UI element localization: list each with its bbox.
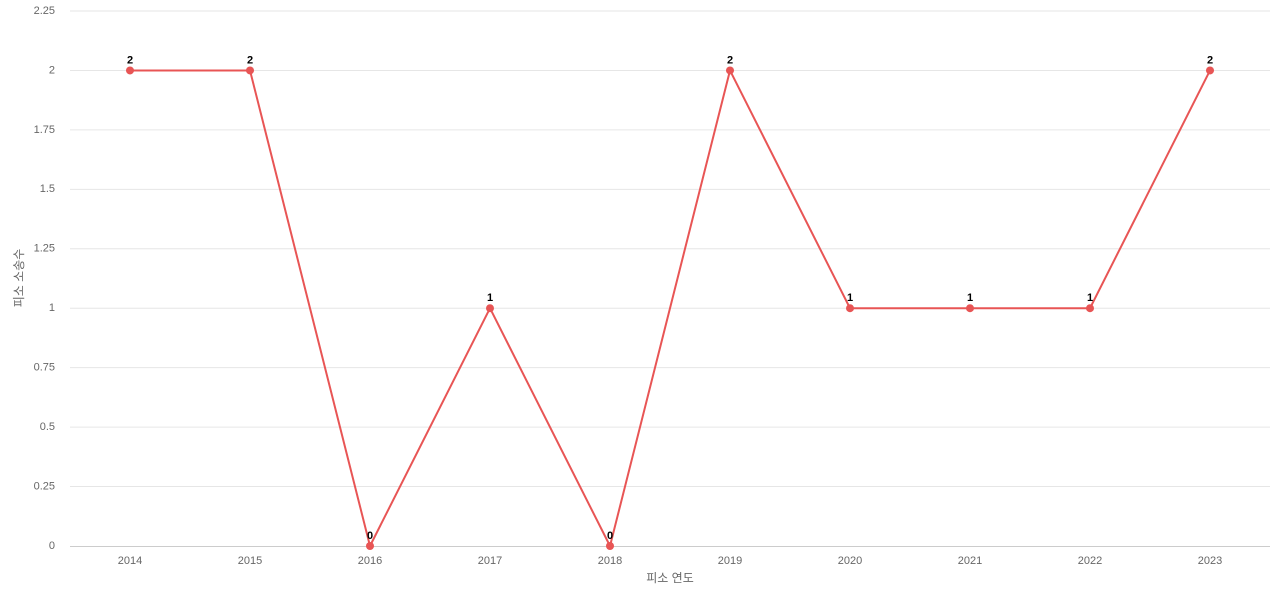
- y-tick-label: 0: [49, 540, 55, 552]
- x-tick-label: 2019: [718, 555, 742, 567]
- data-label: 1: [1087, 292, 1093, 304]
- data-label: 0: [607, 530, 613, 542]
- y-tick-label: 1.75: [34, 124, 55, 136]
- data-label: 0: [367, 530, 373, 542]
- point: [726, 66, 734, 75]
- y-tick-label: 1.25: [34, 243, 55, 255]
- x-tick-label: 2017: [478, 555, 502, 567]
- point: [486, 304, 494, 313]
- point: [1086, 304, 1094, 313]
- point: [846, 304, 854, 313]
- data-label: 2: [127, 54, 133, 66]
- data-label: 2: [727, 54, 733, 66]
- point: [126, 66, 134, 75]
- point: [246, 66, 254, 75]
- x-tick-label: 2022: [1078, 555, 1102, 567]
- y-tick-label: 2: [49, 64, 55, 76]
- data-label: 1: [967, 292, 973, 304]
- x-tick-label: 2023: [1198, 555, 1222, 567]
- x-tick-label: 2020: [838, 555, 862, 567]
- x-tick-label: 2016: [358, 555, 382, 567]
- y-tick-label: 1.5: [40, 183, 55, 195]
- data-label: 2: [1207, 54, 1213, 66]
- x-axis-title: 피소 연도: [646, 571, 694, 585]
- point: [366, 542, 374, 550]
- data-label: 1: [847, 292, 853, 304]
- y-axis-title: 피소 소송수: [12, 249, 26, 308]
- y-tick-label: 2.25: [34, 5, 55, 17]
- data-label: 2: [247, 54, 253, 66]
- line: [130, 67, 1211, 549]
- y-tick-label: 0.75: [34, 362, 55, 374]
- point: [1206, 66, 1214, 75]
- data-label: 1: [487, 292, 493, 304]
- point: [966, 304, 974, 313]
- x-tick-label: 2021: [958, 555, 982, 567]
- y-tick-label: 0.5: [40, 421, 55, 433]
- x-tick-label: 2015: [238, 555, 262, 567]
- y-tick-label: 0.25: [34, 480, 55, 492]
- point: [606, 542, 614, 550]
- y-tick-label: 1: [49, 302, 55, 314]
- x-tick-label: 2014: [118, 555, 142, 567]
- x-tick-label: 2018: [598, 555, 622, 567]
